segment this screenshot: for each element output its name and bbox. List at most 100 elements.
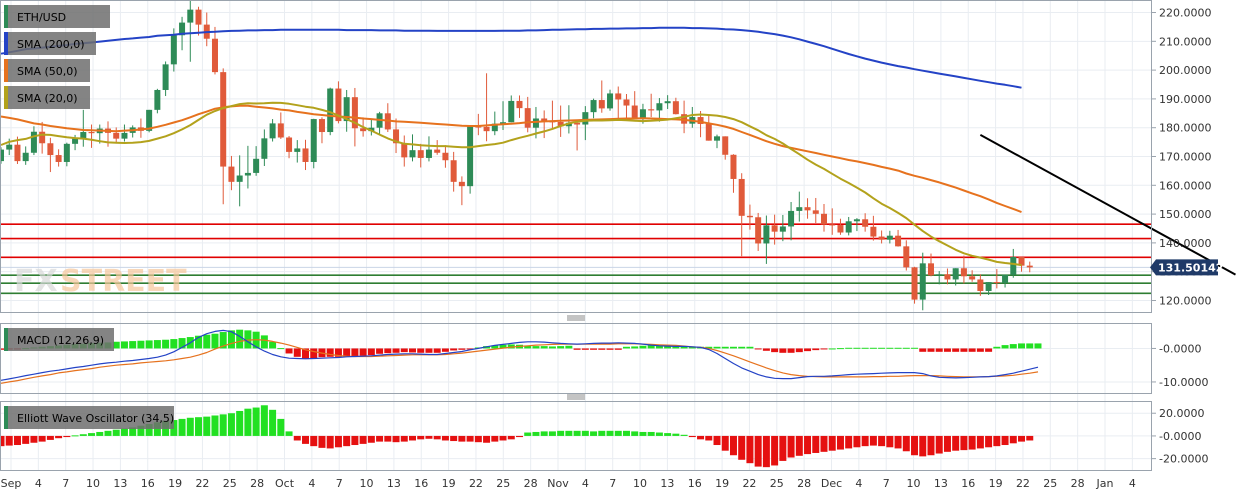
x-axis-ticks: Sep 4 7 10 13 16 19 22 25 28 Oct 4 7 10 13 16 19 22 25 28 No… <box>1 477 1136 490</box>
candle-down <box>14 144 21 162</box>
ewo-bar <box>55 435 63 439</box>
macd-bar <box>334 348 342 357</box>
candle-up <box>565 122 572 127</box>
candle-down <box>944 274 951 280</box>
x-tick-label: 13 <box>660 477 674 490</box>
x-tick-label: 25 <box>496 477 510 490</box>
ewo-bar <box>721 435 729 451</box>
candle-up <box>607 93 614 109</box>
y-tick-label: -0.0000 <box>1159 342 1201 355</box>
candle-down <box>837 225 844 233</box>
candle-up <box>779 226 786 232</box>
x-tick-label: 7 <box>609 477 616 490</box>
macd-bar <box>1001 345 1009 349</box>
candle-up <box>409 150 416 158</box>
legend-eth-usd[interactable]: ETH/USD <box>4 5 110 28</box>
ewo-bar <box>318 435 326 448</box>
x-tick-label: 4 <box>1129 477 1136 490</box>
candle-up <box>244 172 251 176</box>
ewo-bar <box>902 435 910 452</box>
ewo-bar <box>976 435 984 449</box>
candle-up <box>853 219 860 222</box>
macd-bar <box>581 348 589 350</box>
macd-bar <box>277 348 285 350</box>
ewo-bar <box>943 435 951 452</box>
macd-pane-border <box>0 323 1152 394</box>
candle-down <box>746 215 753 218</box>
sma50-line <box>0 104 1022 214</box>
candle-down <box>220 72 227 167</box>
candle-down <box>483 126 490 132</box>
candle-up <box>919 263 926 300</box>
ewo-bar <box>112 429 120 436</box>
ewo-bar <box>911 435 919 456</box>
legend-sma-20[interactable]: SMA (20,0) <box>4 86 90 109</box>
legend-label-sma200: SMA (200,0) <box>17 38 85 51</box>
macd-bar <box>861 347 869 349</box>
ewo-bar <box>515 435 523 438</box>
legend-macd[interactable]: MACD (12,26,9) <box>4 328 114 351</box>
x-tick-label: 28 <box>250 477 264 490</box>
candle-down <box>88 132 95 134</box>
ewo-bar <box>886 435 894 448</box>
macd-bar <box>359 348 367 356</box>
ewo-bar <box>30 435 38 443</box>
candle-down <box>475 126 482 128</box>
candle-down <box>829 224 836 226</box>
x-tick-label: 13 <box>387 477 401 490</box>
ewo-bar <box>779 435 787 461</box>
candle-down <box>417 150 424 158</box>
x-tick-label: 10 <box>86 477 100 490</box>
ewo-bar <box>211 415 219 436</box>
ewo-bar <box>820 435 828 452</box>
candle-down <box>458 181 465 187</box>
macd-bar <box>236 329 244 349</box>
macd-bar <box>647 345 655 349</box>
candle-down <box>302 148 309 162</box>
ewo-bar <box>351 435 359 446</box>
macd-bar <box>721 346 729 349</box>
legend-sma-50[interactable]: SMA (50,0) <box>4 59 90 82</box>
x-tick-label: 25 <box>770 477 784 490</box>
ewo-bar <box>746 435 754 464</box>
ewo-bar <box>524 432 532 436</box>
ewo-bar <box>639 431 647 436</box>
candle-down <box>771 225 778 232</box>
macd-bar <box>869 347 877 349</box>
macd-bar <box>787 348 795 353</box>
legend-label-ewo: Elliott Wave Oscillator (34,5) <box>17 412 174 425</box>
candle-down <box>574 122 581 125</box>
macd-bar <box>384 348 392 354</box>
legend-sma-200[interactable]: SMA (200,0) <box>4 32 96 55</box>
ewo-bar <box>203 416 211 436</box>
ewo-bar <box>935 435 943 454</box>
candle-down <box>442 152 449 161</box>
candle-down <box>895 235 902 247</box>
macd-bar <box>664 345 672 349</box>
candle-down <box>903 246 910 268</box>
x-tick-label: Dec <box>821 477 842 490</box>
candle-up <box>985 282 992 291</box>
ewo-bar <box>120 428 128 436</box>
ewo-bar <box>894 435 902 449</box>
ewo-bar <box>927 435 935 456</box>
candle-up <box>845 221 852 233</box>
macd-bar <box>952 348 960 352</box>
y-tick-label: 180.0000 <box>1159 122 1212 135</box>
candle-up <box>63 143 70 162</box>
ewo-bar <box>647 431 655 436</box>
macd-bar <box>120 341 128 349</box>
macd-bar <box>367 348 375 356</box>
legend-ewo[interactable]: Elliott Wave Oscillator (34,5) <box>4 406 174 429</box>
y-axis-ticks: 220.0000 210.0000 200.0000 190.0000 180.0000… <box>1151 7 1212 466</box>
ewo-bar <box>729 435 737 456</box>
candle-up <box>664 101 671 104</box>
candle-down <box>524 108 531 128</box>
x-tick-label: 16 <box>688 477 702 490</box>
sma200-line <box>0 26 1022 89</box>
macd-bar <box>145 340 153 349</box>
macd-bar <box>178 338 186 349</box>
macd-bar <box>409 348 416 353</box>
candle-down <box>722 136 729 155</box>
candle-down <box>623 99 630 106</box>
